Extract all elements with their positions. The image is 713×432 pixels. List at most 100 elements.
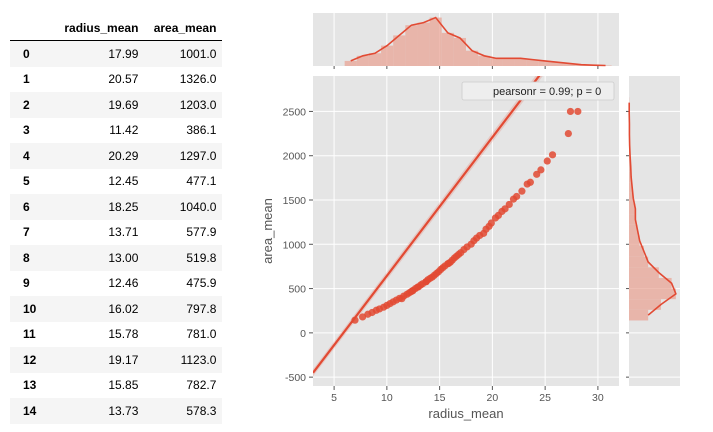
pearson-annotation: pearsonr = 0.99; p = 0 <box>493 86 601 98</box>
table-cell-radius-mean: 20.29 <box>108 148 139 163</box>
table-cell-radius-mean: 13.71 <box>108 225 139 240</box>
table-cell-index: 5 <box>23 174 30 189</box>
main-plot-area <box>313 76 582 377</box>
scatter-point <box>351 316 359 324</box>
table-cell-index: 3 <box>23 123 30 138</box>
table-cell-area-mean: 1040.0 <box>179 199 217 214</box>
table-cell-area-mean: 781.0 <box>186 327 217 342</box>
table-cell-area-mean: 1203.0 <box>179 97 217 112</box>
table-header-radius-mean: radius_mean <box>64 20 139 35</box>
table-cell-area-mean: 797.8 <box>186 301 217 316</box>
table-cell-index: 6 <box>23 199 30 214</box>
table-cell-area-mean: 1297.0 <box>179 148 217 163</box>
y-histogram-bar <box>629 224 638 236</box>
table-cell-radius-mean: 15.78 <box>108 327 139 342</box>
table-cell-index: 4 <box>23 148 30 163</box>
table-cell-index: 7 <box>23 225 30 240</box>
x-tick-label: 20 <box>487 392 499 404</box>
table-cell-radius-mean: 13.73 <box>108 403 139 418</box>
table-row: 7 13.71 577.9 <box>10 220 222 246</box>
x-histogram-bar <box>502 58 515 66</box>
scatter-point <box>513 192 521 201</box>
table-row: 5 12.45 477.1 <box>10 169 222 195</box>
x-histogram-bar <box>478 55 491 66</box>
table-cell-index: 1 <box>23 72 30 87</box>
table-cell-index: 9 <box>23 276 30 291</box>
y-histogram-bar <box>629 161 631 172</box>
x-axis-label: radius_mean <box>428 406 503 421</box>
x-tick-label: 30 <box>592 392 604 404</box>
x-histogram-bar <box>441 32 454 66</box>
table-cell-area-mean: 475.9 <box>186 276 217 291</box>
legend-box <box>461 81 615 101</box>
y-histogram-bar <box>629 171 632 183</box>
y-histogram-bar <box>629 214 636 225</box>
scatter-point <box>518 187 526 195</box>
y-tick-label: 1000 <box>283 239 307 251</box>
table-cell-area-mean: 477.1 <box>186 174 217 189</box>
table-row: 2 19.69 1203.0 <box>10 92 223 118</box>
table-cell-radius-mean: 15.85 <box>108 378 139 393</box>
table-cell-area-mean: 1001.0 <box>179 46 217 61</box>
x-histogram-bar <box>429 17 442 66</box>
table-row: 12 19.17 1123.0 <box>10 347 223 373</box>
table-row: 3 11.42 386.1 <box>10 118 222 144</box>
table-cell-index: 2 <box>23 97 30 112</box>
table-cell-area-mean: 578.3 <box>186 403 217 418</box>
y-tick-label: 2500 <box>283 106 307 118</box>
x-histogram-bar <box>344 60 357 66</box>
table-row: 8 13.00 519.8 <box>10 245 223 271</box>
scatter-point <box>543 157 551 165</box>
x-histogram-bar <box>453 37 466 66</box>
table-cell-index: 14 <box>23 403 37 418</box>
x-histogram-bar <box>538 60 551 66</box>
y-histogram-bar <box>629 235 640 247</box>
table-row: 4 20.29 1297.0 <box>10 143 223 169</box>
table-cell-area-mean: 519.8 <box>186 250 217 265</box>
table-cell-index: 10 <box>23 301 37 316</box>
table-cell-area-mean: 1123.0 <box>180 352 217 367</box>
y-histogram-bar <box>629 309 649 321</box>
table-cell-area-mean: 782.7 <box>186 378 217 393</box>
x-histogram-bar <box>356 55 369 66</box>
scatter-point <box>526 178 534 186</box>
table-row: 11 15.78 781.0 <box>10 322 222 348</box>
table-cell-radius-mean: 19.17 <box>108 352 139 367</box>
table-row: 13 15.85 782.7 <box>10 373 222 399</box>
y-histogram-bar <box>629 246 644 257</box>
x-histogram-bar <box>563 63 576 66</box>
table-cell-area-mean: 386.1 <box>186 123 217 138</box>
y-tick-label: 2000 <box>283 151 307 163</box>
y-tick-label: 1500 <box>283 195 307 207</box>
y-histogram-bar <box>629 288 676 300</box>
x-histogram-bar <box>599 65 612 66</box>
y-histogram-bar <box>629 256 649 268</box>
y-histogram-bar <box>629 277 672 289</box>
x-tick-label: 15 <box>434 392 446 404</box>
table-header-row: radius_mean area_mean <box>10 15 223 41</box>
main-panel-background <box>313 76 619 386</box>
table-row: 0 17.99 1001.0 <box>10 40 223 67</box>
x-kde-curve <box>350 16 606 67</box>
x-histogram-bar <box>381 45 394 66</box>
x-tick-label: 25 <box>539 392 551 404</box>
scatter-point <box>564 129 572 138</box>
table-cell-radius-mean: 20.57 <box>108 72 139 87</box>
y-tick-label: -500 <box>285 372 306 384</box>
table-cell-index: 0 <box>23 46 30 61</box>
x-histogram-bar <box>368 53 382 66</box>
regression-line <box>313 76 541 374</box>
y-tick-label: 500 <box>288 284 306 296</box>
table-cell-radius-mean: 16.02 <box>108 301 139 316</box>
table-header-area-mean: area_mean <box>153 20 217 35</box>
x-histogram-bar <box>405 25 418 66</box>
y-axis-label: area_mean <box>260 198 275 264</box>
table-row: 14 13.73 578.3 <box>10 398 223 424</box>
dataframe-table: radius_mean area_mean 0 17.99 1001.0 1 20.57… <box>10 15 223 424</box>
x-tick-label: 5 <box>331 392 337 404</box>
table-body: 0 17.99 1001.0 1 20.57 1326.0 2 19.69 1203.0 3 11.… <box>10 40 223 424</box>
table-cell-index: 8 <box>23 250 30 265</box>
y-kde-curve <box>628 102 677 316</box>
table-row: 9 12.46 475.9 <box>10 271 222 297</box>
